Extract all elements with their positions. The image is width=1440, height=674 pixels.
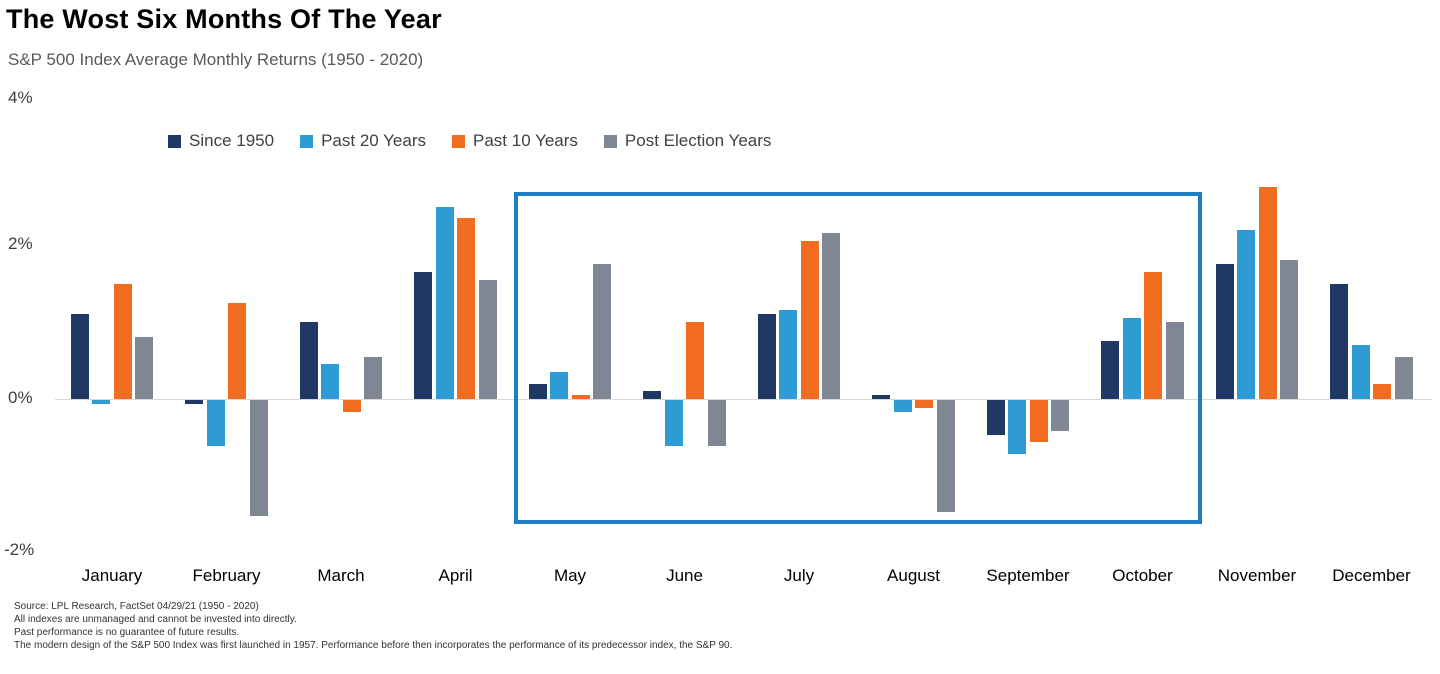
bar-since-1950-october: [1101, 341, 1120, 399]
worst-six-months-highlight-box: [514, 192, 1202, 524]
bar-since-1950-june: [643, 391, 662, 399]
bar-past-10-years-january: [113, 283, 132, 399]
bar-since-1950-november: [1215, 264, 1234, 399]
bar-post-election-years-january: [135, 337, 154, 399]
y-axis-tick-0: 0%: [8, 388, 33, 407]
chart-title: The Wost Six Months Of The Year: [6, 4, 442, 34]
bar-past-20-years-december: [1351, 345, 1370, 399]
legend-item-post-election-years: Post Election Years: [603, 131, 772, 151]
footnote-disclaimer-2: Past performance is no guarantee of futu…: [14, 627, 240, 638]
bar-past-10-years-december: [1373, 383, 1392, 399]
chart-legend: Since 1950 Past 20 Years Past 10 Years P…: [168, 131, 771, 151]
x-axis-label-november: November: [1217, 566, 1297, 585]
bar-since-1950-march: [299, 322, 318, 399]
bar-past-20-years-february: [206, 400, 225, 447]
bar-past-10-years-april: [457, 218, 476, 399]
bar-past-10-years-march: [342, 400, 361, 412]
bar-past-10-years-may: [571, 395, 590, 399]
zero-gridline: [55, 399, 1432, 400]
bar-past-20-years-november: [1237, 229, 1256, 399]
legend-item-past-20-years: Past 20 Years: [300, 131, 426, 151]
legend-swatch-since-1950: [168, 134, 181, 148]
bar-post-election-years-june: [707, 400, 726, 447]
chart-subtitle: S&P 500 Index Average Monthly Returns (1…: [8, 50, 424, 69]
footnotes: Source: LPL Research, FactSet 04/29/21 (…: [14, 600, 732, 652]
x-axis-label-april: April: [438, 566, 473, 585]
bar-post-election-years-july: [822, 233, 841, 399]
x-axis-label-october: October: [1112, 566, 1173, 585]
footnote-disclaimer-3: The modern design of the S&P 500 Index w…: [14, 640, 733, 651]
bar-past-20-years-april: [435, 206, 454, 399]
y-axis-tick-neg2: -2%: [4, 540, 35, 559]
x-axis-label-june: June: [666, 566, 703, 585]
x-axis-label-september: September: [986, 566, 1070, 585]
bar-past-10-years-october: [1144, 271, 1163, 399]
y-axis-tick-2: 2%: [8, 234, 33, 253]
x-axis-label-july: July: [783, 566, 815, 585]
bar-since-1950-april: [414, 271, 433, 399]
bar-since-1950-september: [986, 400, 1005, 435]
bar-past-20-years-march: [321, 364, 340, 399]
bar-post-election-years-december: [1394, 356, 1413, 399]
x-axis-label-january: January: [81, 566, 143, 585]
legend-label: Since 1950: [189, 131, 275, 150]
bar-past-20-years-october: [1122, 318, 1141, 399]
bar-past-10-years-february: [228, 302, 247, 399]
bar-past-10-years-july: [800, 241, 819, 399]
bar-since-1950-august: [872, 395, 891, 399]
x-axis-label-february: February: [192, 566, 261, 585]
legend-item-since-1950: Since 1950: [168, 131, 274, 151]
legend-swatch-post-election-years: [603, 134, 617, 148]
bar-post-election-years-may: [593, 264, 612, 399]
bar-past-10-years-august: [915, 400, 934, 408]
x-axis-label-may: May: [553, 566, 587, 585]
bar-past-20-years-january: [92, 400, 111, 404]
bar-post-election-years-october: [1165, 322, 1184, 399]
bar-post-election-years-april: [478, 279, 497, 399]
legend-swatch-past-20-years: [300, 134, 314, 148]
y-axis-tick-4: 4%: [8, 88, 33, 107]
bar-since-1950-may: [528, 383, 547, 399]
bar-past-10-years-june: [686, 322, 705, 399]
bar-since-1950-july: [757, 314, 776, 399]
bar-post-election-years-august: [936, 400, 955, 512]
x-axis-label-december: December: [1332, 566, 1411, 585]
bar-since-1950-january: [70, 314, 89, 399]
bar-past-20-years-june: [664, 400, 683, 447]
bar-past-10-years-november: [1258, 187, 1277, 399]
legend-label: Past 20 Years: [321, 131, 426, 150]
x-axis-label-march: March: [317, 566, 365, 585]
footnote-disclaimer-1: All indexes are unmanaged and cannot be …: [14, 614, 297, 625]
bar-past-20-years-july: [779, 310, 798, 399]
bar-past-20-years-may: [550, 372, 569, 399]
legend-item-past-10-years: Past 10 Years: [452, 131, 578, 151]
footnote-source: Source: LPL Research, FactSet 04/29/21 (…: [14, 601, 259, 612]
bar-since-1950-february: [185, 400, 204, 404]
bar-past-10-years-september: [1029, 400, 1048, 443]
bar-post-election-years-march: [364, 356, 383, 399]
bar-past-20-years-september: [1008, 400, 1027, 454]
legend-label: Past 10 Years: [473, 131, 578, 150]
bar-past-20-years-august: [893, 400, 912, 412]
bar-post-election-years-november: [1280, 260, 1299, 399]
x-axis-label-august: August: [887, 566, 940, 585]
bar-post-election-years-february: [249, 400, 268, 516]
bar-post-election-years-september: [1051, 400, 1070, 431]
legend-swatch-past-10-years: [452, 134, 465, 148]
bar-since-1950-december: [1330, 283, 1349, 399]
legend-label: Post Election Years: [624, 131, 772, 150]
